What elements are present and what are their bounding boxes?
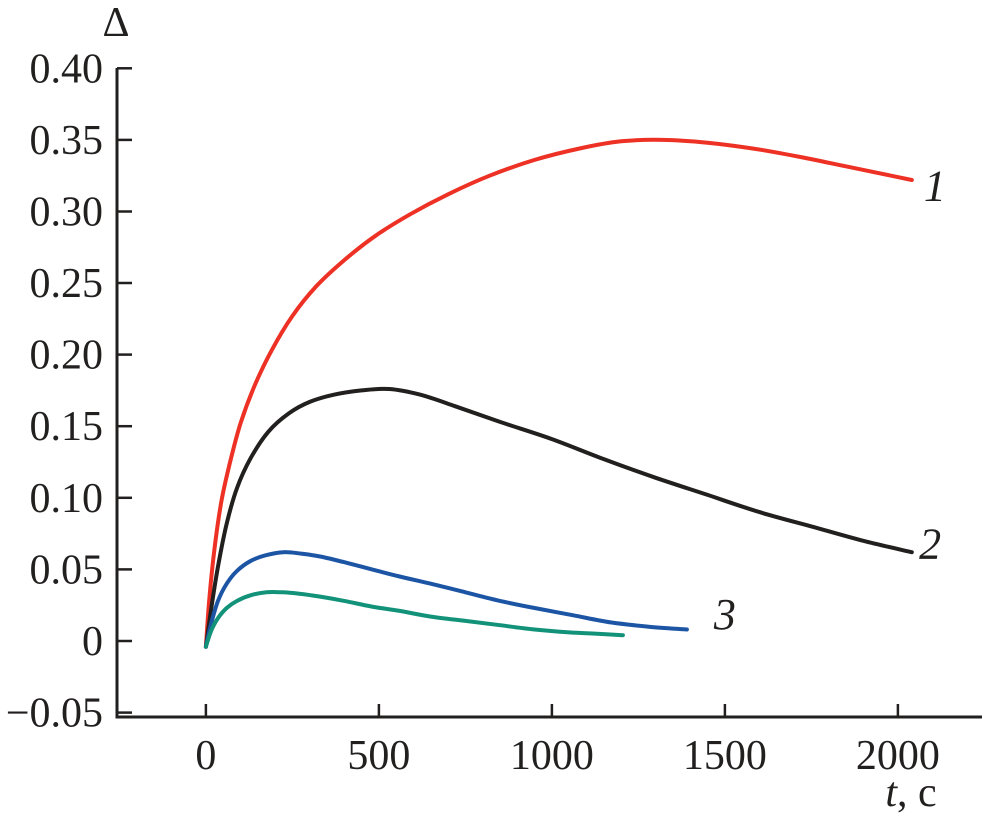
series-line-1: [203, 137, 914, 649]
x-tick-label: 0: [195, 733, 216, 779]
y-tick-label: 0.30: [30, 190, 104, 236]
y-tick-label: 0: [82, 619, 103, 665]
y-tick-label: 0.35: [30, 118, 104, 164]
x-tick-label: 2000: [856, 733, 940, 779]
y-tick-label: 0.20: [30, 333, 104, 379]
series-curves: [203, 137, 914, 649]
curve-label-2: 2: [919, 520, 941, 569]
y-tick-label: 0.15: [30, 404, 104, 450]
x-tick-label: 1000: [510, 733, 594, 779]
x-tick-label: 500: [347, 733, 410, 779]
axis-lines: [115, 68, 982, 719]
y-axis-tick-labels: −0.05 0 0.05 0.10 0.15 0.20 0.25 0.30 0.35 0.40: [6, 46, 103, 736]
y-tick-label: 0.40: [30, 46, 104, 92]
curve-label-3: 3: [713, 590, 736, 639]
plot-axes: 0 500 1000 1500 2000 −0.05 0 0.05 0.10 0.15 0.20 0…: [6, 46, 982, 779]
series-line-2: [203, 386, 914, 649]
series-line-4: [203, 590, 625, 649]
x-axis-title-unit: , c: [897, 770, 937, 816]
y-axis-ticks: [117, 67, 132, 714]
curve-label-1: 1: [924, 162, 946, 211]
series-line-3: [203, 550, 689, 649]
x-tick-label: 1500: [683, 733, 767, 779]
y-tick-label: 0.05: [30, 547, 104, 593]
x-axis-title-variable: t: [885, 770, 898, 816]
y-tick-label: 0.25: [30, 261, 104, 307]
y-tick-label: −0.05: [6, 691, 103, 737]
x-axis-tick-labels: 0 500 1000 1500 2000: [195, 733, 940, 779]
x-axis-title: t, c: [885, 770, 936, 816]
y-axis-title: Δ: [102, 0, 129, 46]
curve-number-labels: 1 2 3: [713, 162, 946, 639]
x-axis-ticks: [204, 704, 900, 717]
y-tick-label: 0.10: [30, 476, 104, 522]
